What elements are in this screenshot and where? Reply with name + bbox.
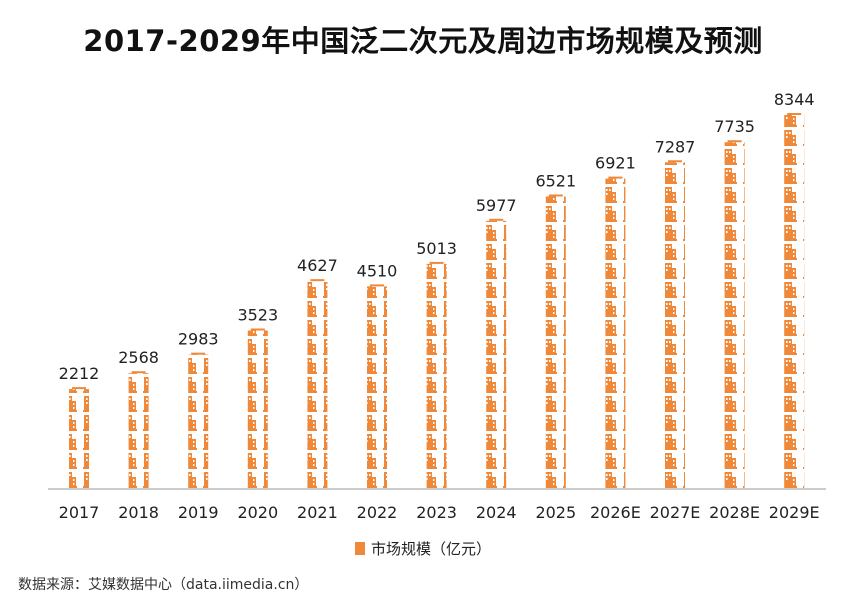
bar-cap xyxy=(727,140,742,143)
x-tick-label: 2018 xyxy=(118,503,159,522)
data-label: 4510 xyxy=(357,261,398,280)
data-label: 3523 xyxy=(237,306,278,325)
source-note: 数据来源：艾媒数据中心（data.iimedia.cn） xyxy=(18,577,309,593)
data-label: 7287 xyxy=(655,137,696,156)
bar-cap xyxy=(310,279,325,282)
legend-label: 市场规模（亿元） xyxy=(370,540,491,558)
data-label: 2212 xyxy=(59,364,100,383)
data-label: 5013 xyxy=(416,239,457,258)
bar-cap xyxy=(131,371,146,374)
bar-2024 xyxy=(486,220,507,489)
bar-2026E xyxy=(605,178,626,488)
data-label: 6921 xyxy=(595,154,636,173)
bar-2017 xyxy=(69,389,89,488)
x-tick-label: 2023 xyxy=(416,503,457,522)
bar-2019 xyxy=(188,354,209,488)
bar-cap xyxy=(370,284,384,287)
x-tick-label: 2025 xyxy=(535,503,576,522)
data-label: 5977 xyxy=(476,196,517,215)
data-label: 7735 xyxy=(714,117,755,136)
bar-cap xyxy=(489,218,504,221)
data-label: 6521 xyxy=(535,171,576,190)
bar-2020 xyxy=(247,330,268,488)
x-tick-label: 2021 xyxy=(297,503,338,522)
bar-2022 xyxy=(367,286,387,488)
building-icon xyxy=(354,542,365,555)
data-label: 2568 xyxy=(118,348,159,367)
x-tick-label: 2020 xyxy=(237,503,278,522)
data-label: 2983 xyxy=(178,330,219,349)
x-tick-label: 2017 xyxy=(59,503,100,522)
bar-cap xyxy=(548,194,563,197)
bar-cap xyxy=(668,160,682,163)
bar-2027E xyxy=(665,162,685,488)
x-tick-label: 2026E xyxy=(590,503,641,522)
bar-2028E xyxy=(724,142,745,488)
data-label: 8344 xyxy=(774,90,815,109)
bar-2021 xyxy=(307,281,328,488)
x-tick-label: 2028E xyxy=(709,503,760,522)
bar-2029E xyxy=(784,115,805,488)
x-tick-label: 2022 xyxy=(357,503,398,522)
bar-cap xyxy=(72,387,86,390)
chart-title: 2017-2029年中国泛二次元及周边市场规模及预测 xyxy=(83,24,763,58)
x-tick-label: 2024 xyxy=(476,503,517,522)
legend: 市场规模（亿元） xyxy=(0,538,846,559)
bar-cap xyxy=(608,176,623,179)
bar-2023 xyxy=(426,263,447,488)
x-tick-label: 2029E xyxy=(769,503,820,522)
bar-2025 xyxy=(545,196,566,488)
data-label: 4627 xyxy=(297,256,338,275)
bar-cap xyxy=(787,113,802,115)
bar-cap xyxy=(191,352,206,355)
bar-cap xyxy=(429,261,444,264)
x-tick-label: 2019 xyxy=(178,503,219,522)
x-tick-label: 2027E xyxy=(650,503,701,522)
bar-cap xyxy=(250,328,265,331)
bar-2018 xyxy=(128,373,149,488)
